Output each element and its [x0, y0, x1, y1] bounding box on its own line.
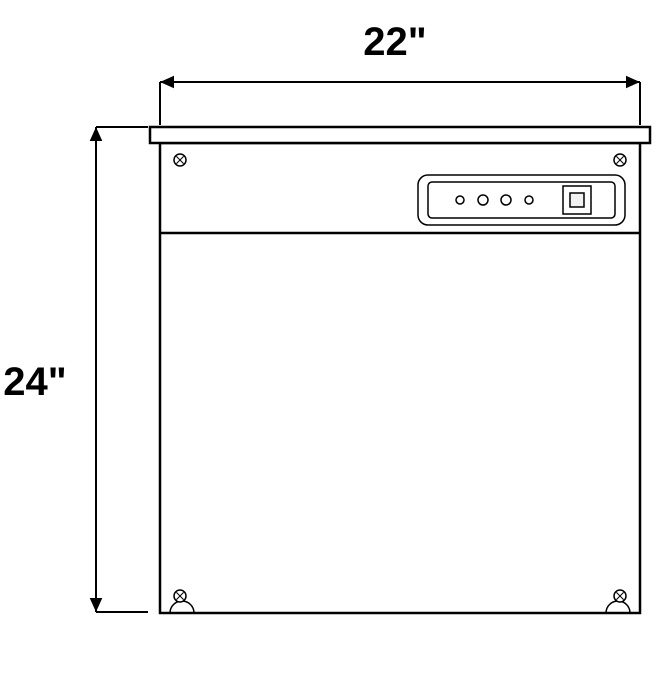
dim-width-arrow-right: [626, 76, 640, 89]
power-button-icon: [570, 193, 584, 207]
dim-height-arrow-bottom: [90, 598, 103, 612]
corner-screw: [614, 590, 626, 602]
appliance-top-cap: [150, 127, 650, 143]
dimension-drawing: 22" 24": [0, 0, 660, 677]
dim-height-arrow-top: [90, 127, 103, 141]
dim-height-label: 24": [3, 360, 66, 404]
dim-width-arrow-left: [160, 76, 174, 89]
dim-width-label: 22": [363, 20, 426, 64]
corner-screw: [174, 590, 186, 602]
corner-screw: [174, 154, 186, 166]
corner-screw: [614, 154, 626, 166]
